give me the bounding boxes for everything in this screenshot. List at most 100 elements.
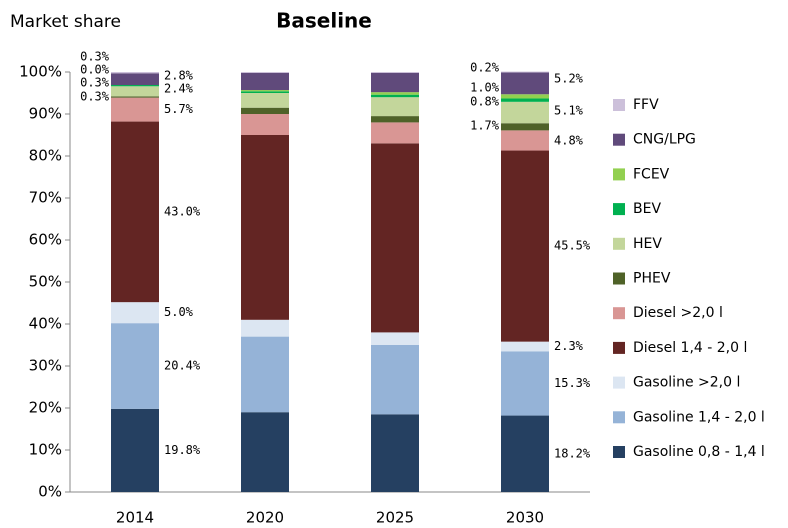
- legend-swatch: [613, 272, 625, 285]
- bar-segment: [241, 336, 289, 413]
- bar-segment: [371, 92, 419, 95]
- bar-segment: [371, 345, 419, 415]
- bar-segment: [111, 121, 159, 303]
- data-label: 5.2%: [554, 72, 584, 86]
- data-label: 5.1%: [554, 104, 584, 118]
- data-label: 0.0%: [80, 63, 110, 77]
- legend-label: FCEV: [633, 166, 670, 182]
- data-label: 18.2%: [554, 446, 591, 460]
- y-tick-label: 80%: [29, 147, 62, 165]
- x-tick-label: 2025: [376, 509, 414, 527]
- bar-segment: [371, 97, 419, 117]
- bar-segment: [371, 122, 419, 144]
- bar-segment: [501, 98, 549, 102]
- data-label: 0.8%: [470, 95, 500, 109]
- bar-segment: [371, 414, 419, 492]
- bar-segment: [241, 114, 289, 135]
- legend-label: Gasoline 1,4 - 2,0 l: [633, 409, 765, 425]
- legend-label: Diesel 1,4 - 2,0 l: [633, 340, 747, 356]
- legend-swatch: [613, 237, 625, 250]
- data-label: 20.4%: [164, 359, 201, 373]
- bar-segment: [241, 90, 289, 92]
- bar-segment: [241, 91, 289, 93]
- data-label: 5.7%: [164, 102, 194, 116]
- bar-segment: [501, 130, 549, 151]
- legend-swatch: [613, 307, 625, 320]
- bar-segment: [241, 93, 289, 108]
- legend-swatch: [613, 203, 625, 216]
- data-label: 15.3%: [554, 376, 591, 390]
- bar-segment: [501, 101, 549, 124]
- legend-swatch: [613, 168, 625, 181]
- legend-label: BEV: [633, 201, 661, 217]
- y-tick-label: 0%: [38, 483, 62, 501]
- data-label: 4.8%: [554, 134, 584, 148]
- bar-segment: [241, 135, 289, 320]
- legend-swatch: [613, 133, 625, 146]
- y-tick-label: 100%: [19, 63, 62, 81]
- bar-segment: [241, 319, 289, 337]
- x-tick-label: 2020: [246, 509, 284, 527]
- legend-swatch: [613, 446, 625, 458]
- bar-segment: [371, 116, 419, 123]
- data-label: 19.8%: [164, 443, 201, 457]
- data-label: 1.7%: [470, 119, 500, 133]
- data-label: 1.0%: [470, 81, 500, 95]
- data-label: 43.0%: [164, 204, 201, 218]
- data-label: 2.3%: [554, 339, 584, 353]
- bar-segment: [501, 351, 549, 416]
- legend-label: Gasoline 0,8 - 1,4 l: [633, 444, 765, 460]
- legend-label: HEV: [633, 236, 662, 252]
- bar-segment: [501, 150, 549, 342]
- legend-swatch: [613, 376, 625, 389]
- legend-swatch: [613, 341, 625, 354]
- data-label: 0.3%: [80, 50, 110, 64]
- y-tick-label: 20%: [29, 399, 62, 417]
- bar-segment: [501, 123, 549, 131]
- legend-swatch: [613, 99, 625, 111]
- data-label: 45.5%: [554, 239, 591, 253]
- y-tick-label: 10%: [29, 441, 62, 459]
- legend-label: FFV: [633, 97, 659, 113]
- bar-segment: [111, 323, 159, 409]
- bar-segment: [371, 72, 419, 93]
- data-label: 5.0%: [164, 305, 194, 319]
- data-label: 0.3%: [80, 90, 110, 104]
- bar-segment: [501, 415, 549, 492]
- bar-segment: [501, 94, 549, 99]
- legend-label: Diesel >2,0 l: [633, 305, 723, 321]
- bar-segment: [501, 341, 549, 352]
- legend-label: CNG/LPG: [633, 132, 696, 148]
- y-tick-label: 70%: [29, 189, 62, 207]
- bar-segment: [501, 71, 549, 73]
- legend-label: PHEV: [633, 271, 671, 287]
- data-label: 0.2%: [470, 61, 500, 75]
- data-label: 2.8%: [164, 69, 194, 83]
- bar-segment: [241, 72, 289, 91]
- bar-segment: [111, 72, 159, 74]
- chart-title: Baseline: [276, 9, 372, 33]
- bar-segment: [111, 408, 159, 492]
- bar-segment: [371, 332, 419, 345]
- bar-segment: [111, 302, 159, 324]
- bar-segment: [501, 72, 549, 95]
- data-label: 0.3%: [80, 76, 110, 90]
- bar-segment: [241, 412, 289, 492]
- bar-segment: [111, 96, 159, 98]
- y-tick-label: 30%: [29, 357, 62, 375]
- y-axis-label: Market share: [10, 12, 121, 32]
- bar-segment: [241, 72, 289, 73]
- y-tick-label: 90%: [29, 105, 62, 123]
- legend-swatch: [613, 411, 625, 424]
- bar-segment: [111, 97, 159, 122]
- y-tick-label: 50%: [29, 273, 62, 291]
- x-tick-label: 2014: [116, 509, 154, 527]
- bar-segment: [371, 72, 419, 73]
- bar-segment: [371, 143, 419, 333]
- bar-segment: [371, 94, 419, 98]
- y-tick-label: 40%: [29, 315, 62, 333]
- bar-segment: [111, 73, 159, 86]
- bar-segment: [111, 86, 159, 97]
- bar-segment: [111, 85, 159, 87]
